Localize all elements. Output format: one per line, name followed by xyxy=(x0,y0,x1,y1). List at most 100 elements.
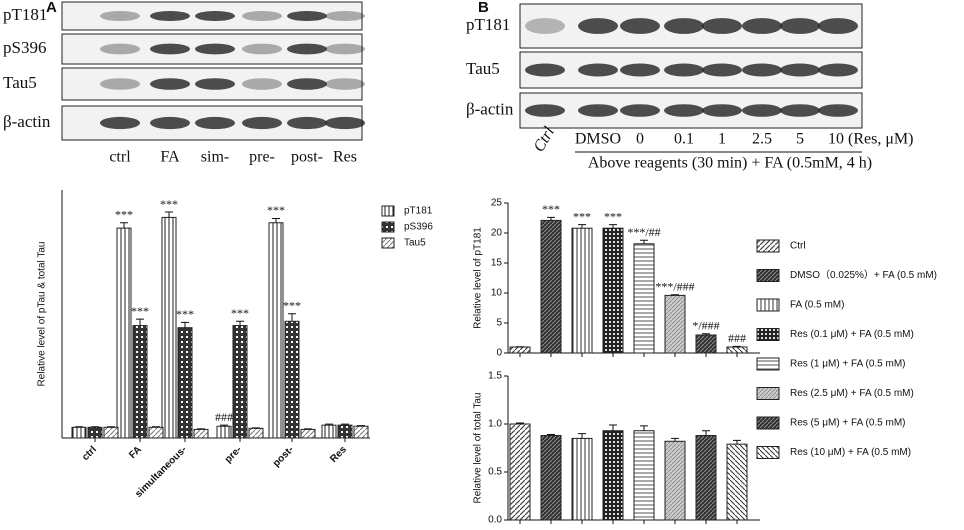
error-bar xyxy=(91,426,99,428)
bar xyxy=(193,428,209,439)
significance: *** xyxy=(176,307,194,321)
blot-label: β-actin xyxy=(466,99,514,118)
significance: *** xyxy=(573,209,591,223)
lane-label: ctrl xyxy=(109,149,131,166)
blot-label: Tau5 xyxy=(3,73,37,92)
blot-band xyxy=(242,116,282,130)
legend-swatch xyxy=(756,446,780,459)
legend-label: Tau5 xyxy=(404,238,426,249)
error-bar xyxy=(578,224,586,229)
error-bar xyxy=(733,345,741,347)
y-axis-label: Relative level of pTau & total Tau xyxy=(37,242,48,387)
legend-label: pS396 xyxy=(404,222,433,233)
bar xyxy=(726,443,748,521)
blot-band xyxy=(100,43,140,55)
bar xyxy=(602,430,624,521)
bar xyxy=(232,325,248,439)
blot-band xyxy=(195,116,235,130)
bar xyxy=(540,435,562,521)
error-bar xyxy=(236,320,244,326)
blot-band xyxy=(780,18,820,34)
bar xyxy=(216,425,232,439)
significance: */### xyxy=(692,319,719,333)
legend-label: DMSO（0.025%）+ FA (0.5 mM) xyxy=(790,269,937,281)
legend-swatch xyxy=(756,328,780,341)
y-tick-label: 0.0 xyxy=(488,515,502,526)
y-tick-label: 0 xyxy=(496,348,502,359)
legend-label: Res (5 μM) + FA (0.5 mM) xyxy=(790,418,906,429)
blot-band xyxy=(525,104,565,117)
legend-swatch xyxy=(756,298,780,312)
blot-band xyxy=(620,18,660,34)
lane-label: DMSO xyxy=(575,131,621,148)
y-tick-label: 20 xyxy=(491,228,503,239)
lane-label: sim- xyxy=(201,149,229,166)
blot-band xyxy=(578,104,618,117)
error-bar xyxy=(609,424,617,431)
blot-band xyxy=(742,18,782,34)
bar xyxy=(571,437,593,521)
bar xyxy=(321,424,337,439)
error-bar xyxy=(304,428,312,430)
bar xyxy=(571,227,593,354)
blot-band xyxy=(287,116,327,130)
blot-band xyxy=(578,18,618,34)
bar xyxy=(726,346,748,354)
bar xyxy=(71,426,87,439)
blot-band xyxy=(742,63,782,77)
legend-swatch xyxy=(756,269,780,282)
error-bar xyxy=(325,423,333,426)
lane-label: post- xyxy=(291,149,323,166)
bar xyxy=(664,440,686,521)
error-bar xyxy=(702,333,710,335)
blot-band xyxy=(818,63,858,77)
blot-band xyxy=(702,18,742,34)
blot-caption: Above reagents (30 min) + FA (0.5mM, 4 h… xyxy=(588,155,872,172)
legend-swatch xyxy=(381,237,395,249)
bar xyxy=(248,427,264,439)
blot-band xyxy=(742,104,782,117)
bar xyxy=(284,320,300,439)
bar xyxy=(633,430,655,521)
error-bar xyxy=(357,425,365,427)
error-bar xyxy=(671,437,679,442)
blot-band xyxy=(100,78,140,90)
y-tick-label: 1.0 xyxy=(488,419,502,430)
blot-band xyxy=(525,63,565,77)
lane-label: FA xyxy=(160,149,180,166)
error-bar xyxy=(516,422,524,424)
blot-band xyxy=(325,43,365,55)
bar xyxy=(509,346,531,354)
blot-band xyxy=(287,78,327,90)
x-tick-label: FA xyxy=(127,444,144,461)
error-bar xyxy=(578,433,586,439)
legend-label: Res (2.5 μM) + FA (0.5 mM) xyxy=(790,388,914,399)
bar xyxy=(695,435,717,521)
blot-band xyxy=(664,18,704,34)
bar xyxy=(87,426,103,439)
error-bar xyxy=(547,216,555,221)
error-bar xyxy=(181,321,189,328)
bar xyxy=(695,334,717,354)
bar xyxy=(132,325,148,439)
significance: *** xyxy=(160,197,178,211)
lane-label: pre- xyxy=(249,149,275,166)
blot-band xyxy=(100,10,140,22)
blot-band xyxy=(150,78,190,90)
bar xyxy=(353,425,369,439)
blot-band xyxy=(150,43,190,55)
legend-label: pT181 xyxy=(404,206,433,217)
significance: ### xyxy=(728,331,746,345)
blot-band xyxy=(578,63,618,77)
error-bar xyxy=(75,426,83,428)
blot-band xyxy=(100,116,140,130)
error-bar xyxy=(152,426,160,428)
blot-band xyxy=(818,104,858,117)
blot-band xyxy=(242,10,282,22)
bar xyxy=(177,327,193,439)
blot-band xyxy=(620,63,660,77)
lane-label: 10 (Res, μM) xyxy=(828,131,913,148)
error-bar xyxy=(640,239,648,244)
legend-label: Res (0.1 μM) + FA (0.5 mM) xyxy=(790,329,914,340)
